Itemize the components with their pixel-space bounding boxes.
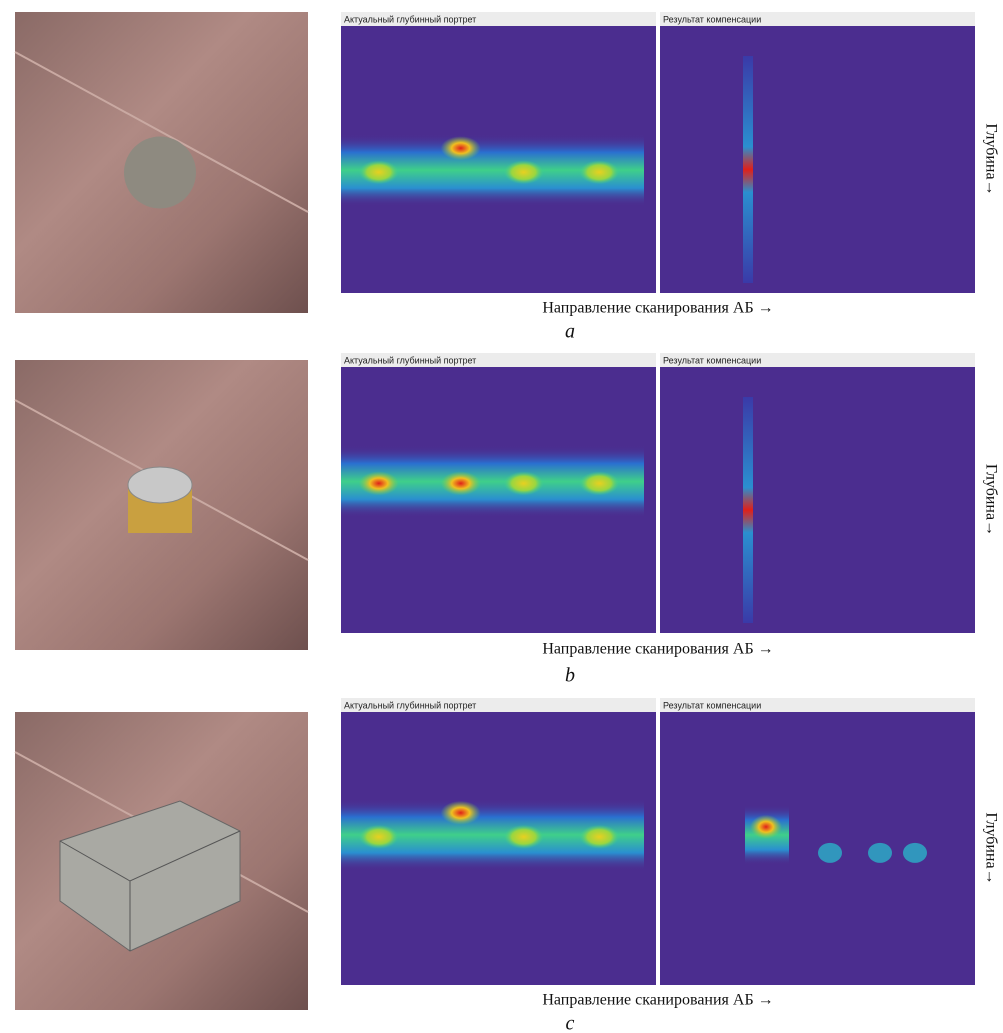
panel-caption: b (565, 665, 575, 687)
heatmap-spot (818, 843, 842, 863)
heatmap-title: Актуальный глубинный портрет (344, 14, 476, 24)
heatmap-title: Актуальный глубинный портрет (344, 700, 476, 710)
heatmap-spot (441, 471, 481, 495)
heatmap-column (743, 56, 753, 283)
heatmap-spot (504, 471, 544, 495)
heatmap-spot (868, 843, 892, 863)
panel-caption: c (566, 1013, 575, 1033)
heatmap-title: Результат компенсации (663, 700, 761, 710)
heatmap-spot (579, 825, 619, 849)
heatmap-spot (441, 801, 481, 825)
heatmap-title: Результат компенсации (663, 14, 761, 24)
heatmap-spot (903, 843, 927, 863)
heatmap (660, 26, 975, 293)
heatmap-title: Результат компенсации (663, 355, 761, 365)
heatmap (660, 712, 975, 985)
heatmap-column (743, 397, 753, 623)
can-top (128, 467, 192, 503)
heatmap-divider (656, 367, 660, 633)
x-axis-label: Направление сканирования АБ → (542, 992, 773, 1009)
heatmap-spot (579, 471, 619, 495)
heatmap-divider (656, 712, 660, 985)
heatmap-title: Актуальный глубинный портрет (344, 355, 476, 365)
heatmap-spot (579, 160, 619, 184)
heatmap-divider (656, 26, 660, 293)
heatmap (660, 367, 975, 633)
x-axis-label: Направление сканирования АБ → (542, 641, 773, 658)
heatmap-spot (441, 136, 481, 160)
y-axis-label: Глубина→ (982, 464, 999, 536)
heatmap-spot (504, 825, 544, 849)
heatmap-spot (504, 160, 544, 184)
x-axis-label: Направление сканирования АБ → (542, 300, 773, 317)
figure: Актуальный глубинный портрет Результат ко… (0, 0, 1003, 1033)
y-axis-label: Глубина→ (982, 812, 999, 884)
heatmap-spot (359, 160, 399, 184)
panel-caption: a (565, 321, 575, 343)
heatmap-spot (359, 471, 399, 495)
y-axis-label: Глубина→ (982, 123, 999, 195)
heatmap-spot (359, 825, 399, 849)
stone (124, 137, 196, 209)
heatmap-spot (750, 815, 782, 839)
